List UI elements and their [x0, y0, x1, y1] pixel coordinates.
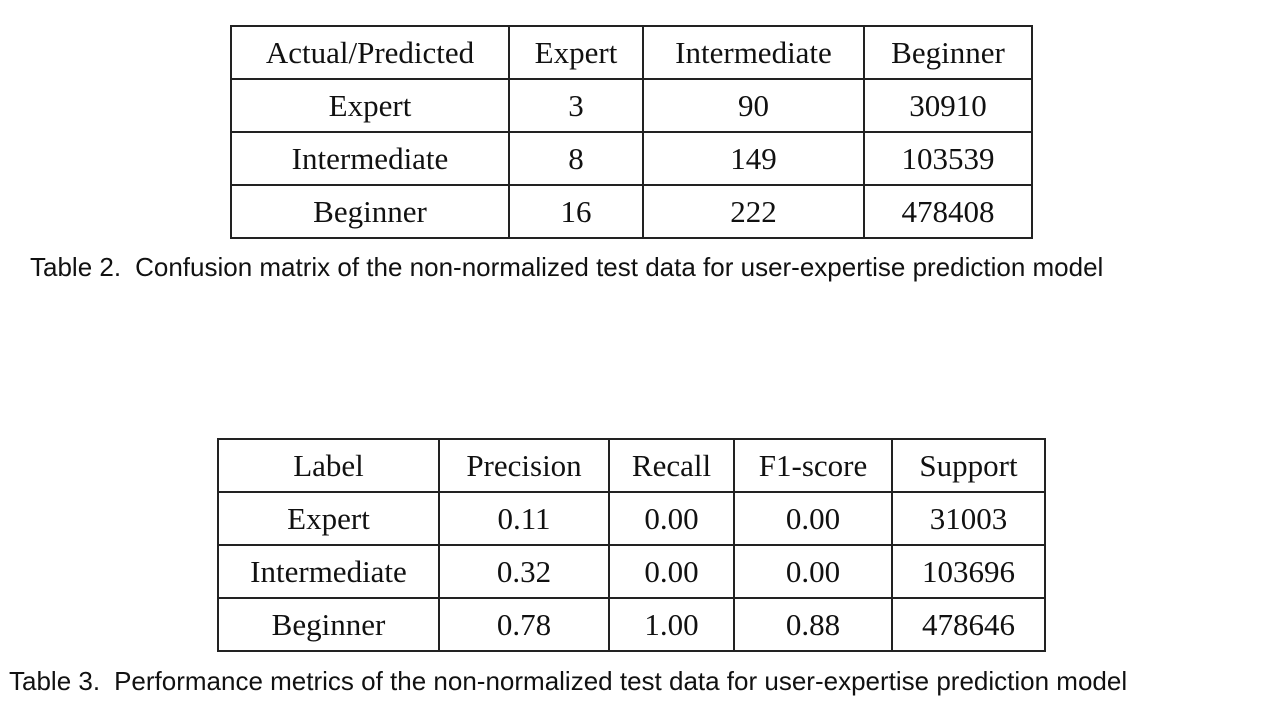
table-cell: 0.00: [733, 544, 893, 599]
table-cell: 0.78: [438, 597, 610, 652]
table-cell: 0.00: [733, 491, 893, 546]
row-label-cell: Expert: [217, 491, 440, 546]
table-cell: 8: [508, 131, 644, 186]
table-row: Intermediate 8 149 103539: [230, 131, 1033, 186]
row-label-cell: Beginner: [230, 184, 510, 239]
caption-label: Table 2.: [30, 252, 122, 282]
table-cell: 90: [642, 78, 865, 133]
header-cell: Expert: [508, 25, 644, 80]
table-row: Beginner 16 222 478408: [230, 184, 1033, 239]
table-cell: 1.00: [608, 597, 735, 652]
header-cell: Recall: [608, 438, 735, 493]
row-label-cell: Beginner: [217, 597, 440, 652]
table-cell: 103696: [891, 544, 1046, 599]
table-cell: 149: [642, 131, 865, 186]
header-cell: Precision: [438, 438, 610, 493]
header-cell: Intermediate: [642, 25, 865, 80]
caption-text: Confusion matrix of the non-normalized t…: [135, 252, 1104, 282]
table-cell: 30910: [863, 78, 1033, 133]
table-cell: 478408: [863, 184, 1033, 239]
table-cell: 0.88: [733, 597, 893, 652]
table-cell: 0.32: [438, 544, 610, 599]
header-cell: Beginner: [863, 25, 1033, 80]
table-row: Intermediate 0.32 0.00 0.00 103696: [217, 544, 1046, 599]
table-cell: 0.00: [608, 491, 735, 546]
caption-label: Table 3.: [9, 666, 101, 696]
header-cell: Support: [891, 438, 1046, 493]
table-row: Expert 0.11 0.00 0.00 31003: [217, 491, 1046, 546]
table-cell: 103539: [863, 131, 1033, 186]
table-cell: 0.00: [608, 544, 735, 599]
table-row: Beginner 0.78 1.00 0.88 478646: [217, 597, 1046, 652]
header-cell: F1-score: [733, 438, 893, 493]
table-cell: 478646: [891, 597, 1046, 652]
table-caption: Table 3. Performance metrics of the non-n…: [9, 666, 1127, 697]
row-label-cell: Intermediate: [217, 544, 440, 599]
table-cell: 0.11: [438, 491, 610, 546]
performance-metrics-table: Label Precision Recall F1-score Support …: [217, 438, 1046, 652]
table-cell: 3: [508, 78, 644, 133]
table-cell: 16: [508, 184, 644, 239]
row-label-cell: Expert: [230, 78, 510, 133]
caption-text: Performance metrics of the non-normalize…: [114, 666, 1128, 696]
confusion-matrix-table: Actual/Predicted Expert Intermediate Beg…: [230, 25, 1033, 239]
table-header-row: Actual/Predicted Expert Intermediate Beg…: [230, 25, 1033, 80]
header-cell: Actual/Predicted: [230, 25, 510, 80]
table-header-row: Label Precision Recall F1-score Support: [217, 438, 1046, 493]
table-cell: 31003: [891, 491, 1046, 546]
table-row: Expert 3 90 30910: [230, 78, 1033, 133]
table-caption: Table 2. Confusion matrix of the non-norm…: [30, 252, 1103, 283]
table-cell: 222: [642, 184, 865, 239]
header-cell: Label: [217, 438, 440, 493]
row-label-cell: Intermediate: [230, 131, 510, 186]
